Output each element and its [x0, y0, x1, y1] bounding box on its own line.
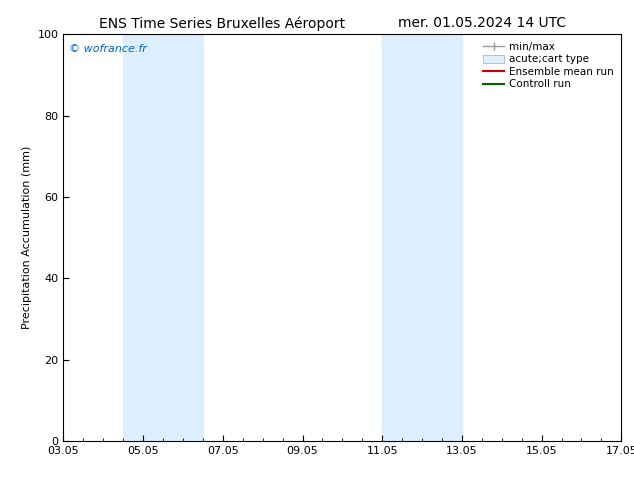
Text: © wofrance.fr: © wofrance.fr	[69, 45, 147, 54]
Bar	[123, 34, 203, 441]
Text: mer. 01.05.2024 14 UTC: mer. 01.05.2024 14 UTC	[398, 16, 566, 30]
Y-axis label: Precipitation Accumulation (mm): Precipitation Accumulation (mm)	[22, 146, 32, 329]
Bar	[382, 34, 462, 441]
Legend: min/max, acute;cart type, Ensemble mean run, Controll run: min/max, acute;cart type, Ensemble mean …	[481, 40, 616, 92]
Text: ENS Time Series Bruxelles Aéroport: ENS Time Series Bruxelles Aéroport	[99, 16, 345, 31]
